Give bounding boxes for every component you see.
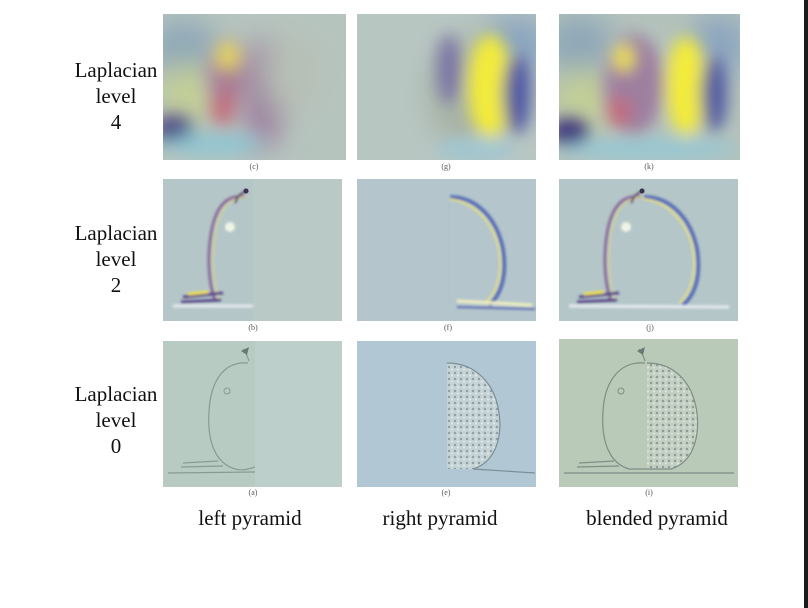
panel-level2-blended [559,179,738,321]
row-label-line: level [95,247,137,271]
row-label-level-2: Laplacian level 2 [66,220,166,298]
panel-level0-blended [559,339,738,487]
subfigure-label: (e) [441,488,451,497]
row-label-line: level [95,84,137,108]
column-label-right: right pyramid [382,506,498,530]
row-label-level-0: Laplacian level 0 [66,381,166,459]
subfigure-label: (i) [645,488,653,497]
row-label-line: Laplacian [74,221,158,245]
row-label-line: level [95,408,137,432]
row-label-line: 4 [110,110,122,134]
row-label-line: Laplacian [74,58,158,82]
subfigure-label: (k) [644,162,654,171]
row-label-line: 2 [110,273,122,297]
subfigure-label: (g) [441,162,451,171]
panel-level2-right [357,179,536,321]
subfigure-label: (f) [444,323,452,332]
subfigure-label: (j) [646,323,654,332]
column-label-blended: blended pyramid [586,506,728,530]
panel-level0-left [163,341,342,487]
panel-level4-blended [559,14,740,160]
panel-level4-right [357,14,536,160]
page-edge-bar [804,0,808,608]
column-label-left: left pyramid [198,506,302,530]
row-label-line: 0 [110,434,122,458]
row-label-level-4: Laplacian level 4 [66,57,166,135]
subfigure-label: (a) [248,488,258,497]
panel-level0-right [357,341,536,487]
row-label-line: Laplacian [74,382,158,406]
panel-level2-left [163,179,342,321]
subfigure-label: (c) [249,162,259,171]
panel-level4-left [163,14,346,160]
subfigure-label: (b) [248,323,258,332]
